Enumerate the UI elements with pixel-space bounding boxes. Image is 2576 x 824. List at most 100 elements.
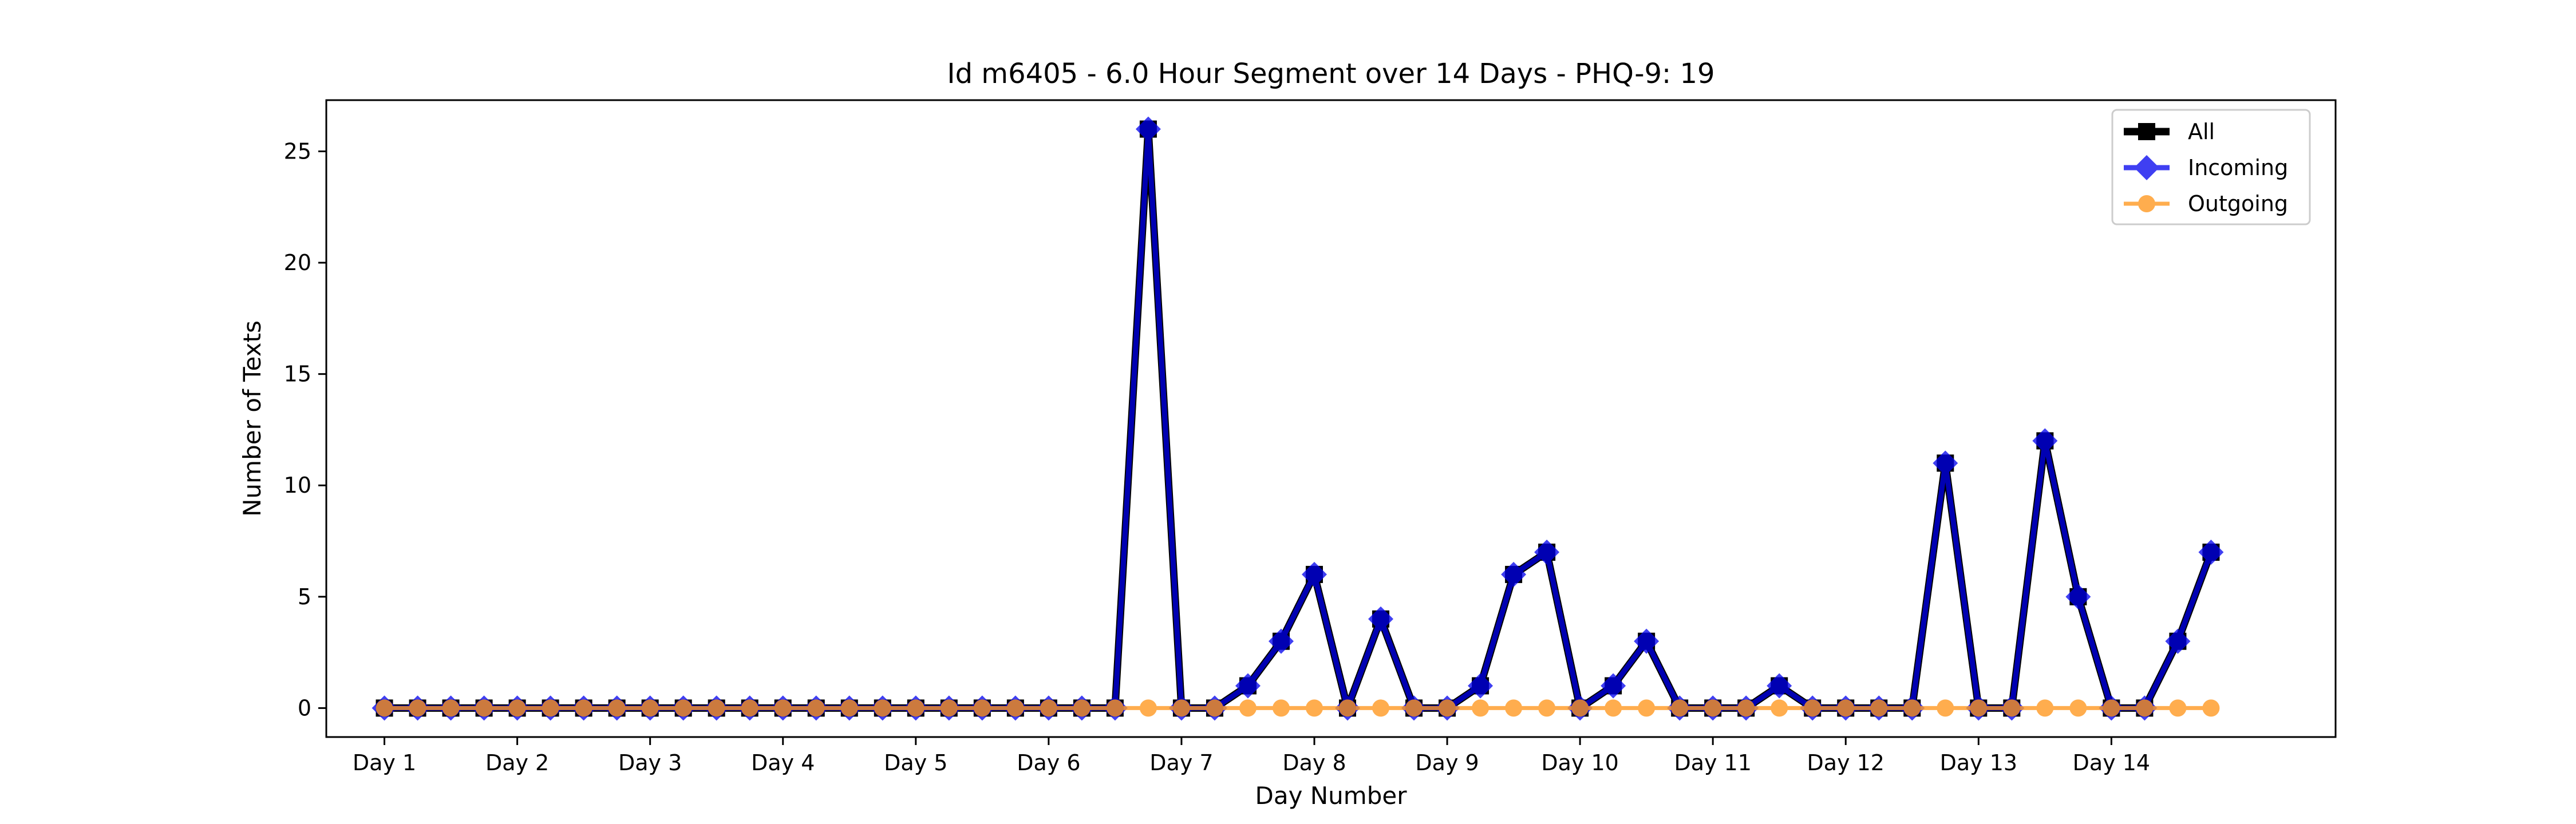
data-point [542, 699, 559, 717]
data-point [1937, 699, 1954, 717]
legend-label: Incoming [2188, 155, 2288, 180]
y-tick-label: 10 [284, 473, 311, 498]
data-point [2032, 428, 2058, 454]
data-point [1605, 699, 1622, 717]
x-axis-label: Day Number [1255, 782, 1407, 810]
data-point [1106, 699, 1124, 717]
data-point [1239, 699, 1257, 717]
data-point [1339, 699, 1357, 717]
series-line [384, 125, 2215, 712]
x-tick-label: Day 8 [1282, 750, 1346, 775]
data-point [1771, 699, 1788, 717]
data-point [641, 699, 659, 717]
data-point [1305, 699, 1323, 717]
x-tick-label: Day 9 [1415, 750, 1479, 775]
data-point [575, 699, 592, 717]
data-point [1767, 673, 1792, 699]
data-point [2165, 628, 2191, 654]
chart-title: Id m6405 - 6.0 Hour Segment over 14 Days… [947, 58, 1714, 90]
legend-marker [2138, 123, 2155, 140]
data-point [2069, 699, 2087, 717]
data-point [1006, 699, 1024, 717]
data-point [508, 699, 526, 717]
data-point [973, 699, 991, 717]
x-tick-label: Day 5 [884, 750, 947, 775]
data-point [2003, 699, 2021, 717]
y-tick-label: 5 [298, 584, 311, 609]
data-point [475, 699, 493, 717]
x-tick-label: Day 3 [618, 750, 682, 775]
data-point [1368, 606, 1394, 632]
data-point [1970, 699, 1988, 717]
legend-item-incoming [2124, 155, 2170, 180]
data-point [674, 699, 692, 717]
x-tick-label: Day 6 [1017, 750, 1080, 775]
data-point [1737, 699, 1755, 717]
data-point [1135, 116, 1161, 142]
y-tick-label: 15 [284, 362, 311, 387]
data-point [2065, 584, 2091, 609]
data-point [1472, 699, 1490, 717]
data-point [1638, 699, 1656, 717]
data-point [1235, 673, 1261, 699]
data-point [1704, 699, 1722, 717]
legend-label: Outgoing [2188, 191, 2288, 216]
data-point [1301, 561, 1327, 587]
data-point [2036, 699, 2054, 717]
data-point [1804, 699, 1822, 717]
y-tick-label: 25 [284, 139, 311, 164]
series-line [384, 126, 2214, 711]
data-point [807, 699, 825, 717]
data-point [1439, 699, 1456, 717]
series-incoming [372, 116, 2224, 721]
x-tick-label: Day 13 [1940, 750, 2017, 775]
legend-label: All [2188, 119, 2215, 144]
data-point [1933, 450, 1958, 476]
data-point [940, 699, 958, 717]
data-point [1501, 561, 1527, 587]
y-tick-label: 20 [284, 250, 311, 275]
series-outgoing [376, 699, 2220, 717]
y-tick-label: 0 [298, 695, 311, 720]
data-point [2169, 699, 2187, 717]
x-tick-label: Day 7 [1149, 750, 1213, 775]
data-point [442, 699, 460, 717]
data-point [1372, 699, 1390, 717]
x-tick-label: Day 1 [353, 750, 416, 775]
data-point [1405, 699, 1423, 717]
data-point [1206, 699, 1223, 717]
data-point [708, 699, 725, 717]
data-point [1601, 673, 1626, 699]
data-point [1468, 673, 1494, 699]
data-point [1571, 699, 1589, 717]
x-tick-label: Day 10 [1541, 750, 1618, 775]
data-point [2198, 539, 2224, 565]
data-point [874, 699, 891, 717]
data-point [1903, 699, 1921, 717]
x-tick-label: Day 11 [1674, 750, 1751, 775]
data-point [1538, 699, 1556, 717]
legend-item-outgoing [2124, 195, 2170, 212]
data-point [840, 699, 858, 717]
data-point [1073, 699, 1091, 717]
legend-marker [2134, 155, 2159, 180]
data-point [2202, 699, 2220, 717]
data-point [608, 699, 626, 717]
x-tick-label: Day 14 [2073, 750, 2150, 775]
data-point [1671, 699, 1689, 717]
data-point [376, 699, 393, 717]
legend-box [2111, 109, 2311, 225]
data-point [409, 699, 426, 717]
data-point [1870, 699, 1888, 717]
data-point [1272, 699, 1290, 717]
data-point [2136, 699, 2154, 717]
data-point [1837, 699, 1855, 717]
legend-marker [2138, 195, 2155, 212]
data-point [1040, 699, 1057, 717]
y-axis-label: Number of Texts [238, 320, 266, 517]
plot-frame [325, 99, 2337, 738]
x-tick-label: Day 4 [751, 750, 815, 775]
data-point [741, 699, 758, 717]
data-point [1505, 699, 1523, 717]
